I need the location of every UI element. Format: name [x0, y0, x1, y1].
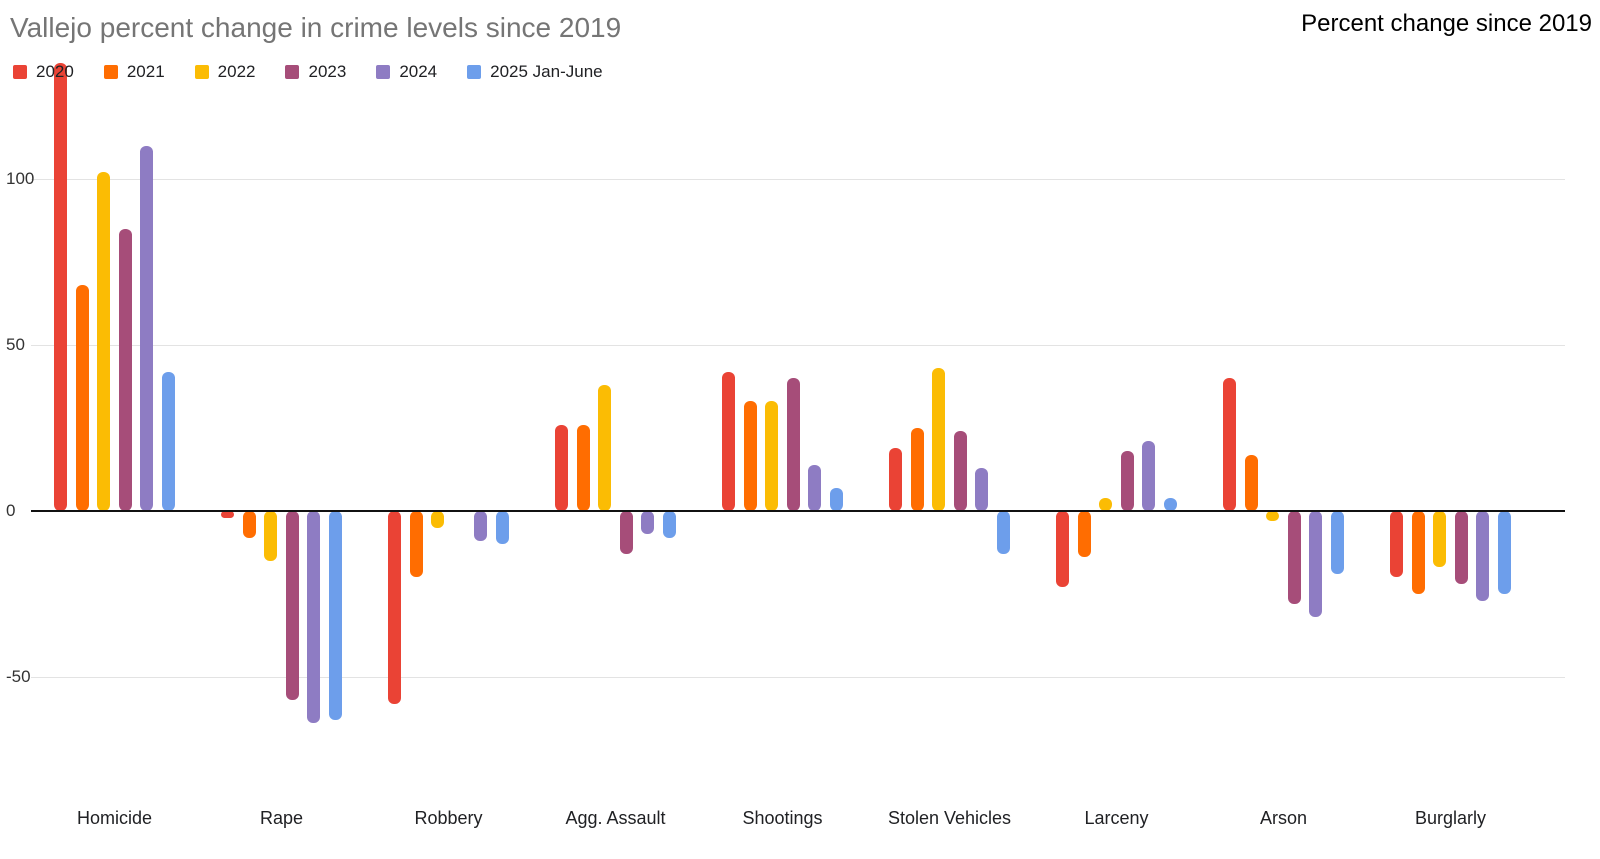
legend-label-2021: 2021 — [126, 62, 165, 81]
bar-2025-jan-june-arson — [1330, 511, 1344, 575]
x-axis-line — [31, 510, 1565, 512]
bar-2023-rape — [285, 511, 299, 701]
bar-2024-burglarly — [1476, 511, 1490, 601]
bar-2021-homicide — [75, 285, 89, 511]
legend-item-2024: 2024 — [376, 62, 437, 82]
bar-2024-rape — [307, 511, 321, 724]
legend-label-2024: 2024 — [399, 62, 438, 81]
category-label-stolen-vehicles: Stolen Vehicles — [887, 808, 1012, 828]
legend-swatch-2021 — [103, 65, 118, 79]
bar-2023-burglarly — [1454, 511, 1468, 585]
bar-2023-homicide — [118, 228, 132, 511]
legend-label-2020: 2020 — [36, 62, 74, 81]
y-axis-label-100: 100 — [6, 169, 35, 188]
legend-item-2021: 2021 — [103, 62, 165, 82]
bar-2021-shootings — [743, 401, 757, 511]
y-axis-label-0: 0 — [6, 501, 16, 520]
bar-2020-shootings — [722, 371, 736, 511]
legend-label-2025-jan-june: 2025 Jan-June — [490, 62, 603, 81]
bar-2020-arson — [1223, 378, 1237, 511]
legend-swatch-2025-jan-june — [467, 65, 482, 79]
bar-2022-rape — [264, 511, 278, 561]
bar-2022-agg-assault — [598, 384, 612, 511]
chart-title: Vallejo percent change in crime levels s… — [10, 12, 622, 43]
category-label-arson: Arson — [1259, 808, 1308, 828]
bar-2021-burglarly — [1411, 511, 1425, 594]
category-label-robbery: Robbery — [414, 808, 483, 828]
legend-item-2023: 2023 — [285, 62, 346, 82]
bar-2025-jan-june-larceny — [1163, 497, 1177, 511]
bar-2022-stolen-vehicles — [932, 368, 946, 511]
bar-2025-jan-june-agg-assault — [662, 511, 676, 538]
y-axis-label-50: -50 — [6, 667, 31, 686]
bar-2022-arson — [1266, 511, 1280, 521]
bar-2023-larceny — [1120, 451, 1134, 511]
bar-2020-rape — [221, 511, 235, 518]
legend-swatch-2020 — [13, 65, 27, 79]
legend-item-2025-jan-june: 2025 Jan-June — [467, 62, 603, 82]
bar-2024-shootings — [808, 464, 822, 511]
bar-2020-robbery — [388, 511, 402, 704]
legend-label-2023: 2023 — [308, 62, 347, 81]
bar-2021-agg-assault — [576, 424, 590, 511]
legend-item-2020: 2020 — [13, 62, 74, 82]
bar-2020-burglarly — [1390, 511, 1404, 578]
bar-2025-jan-june-stolen-vehicles — [996, 511, 1010, 555]
bar-2025-jan-june-robbery — [495, 511, 509, 545]
bar-2023-arson — [1287, 511, 1301, 604]
y-axis-label-50: 50 — [6, 335, 25, 354]
category-label-burglarly: Burglarly — [1414, 808, 1487, 828]
gridline-100 — [31, 178, 1565, 180]
bar-2021-robbery — [409, 511, 423, 578]
category-label-larceny: Larceny — [1084, 808, 1149, 828]
bar-2025-jan-june-burglarly — [1497, 511, 1511, 594]
bar-2024-arson — [1309, 511, 1323, 618]
bar-2025-jan-june-rape — [328, 511, 342, 721]
bar-2020-agg-assault — [555, 424, 569, 511]
legend-swatch-2024 — [376, 65, 391, 79]
bar-2022-larceny — [1099, 497, 1113, 511]
bar-2020-stolen-vehicles — [889, 447, 903, 511]
bar-2021-rape — [242, 511, 256, 538]
bar-2023-stolen-vehicles — [953, 431, 967, 511]
bar-2024-larceny — [1142, 441, 1156, 511]
bar-2025-jan-june-homicide — [161, 371, 175, 511]
gridline-50 — [31, 344, 1565, 346]
legend-item-2022: 2022 — [194, 62, 256, 82]
bar-2024-stolen-vehicles — [975, 467, 989, 511]
chart-right-label: Percent change since 2019 — [1301, 10, 1592, 37]
bar-2023-agg-assault — [619, 511, 633, 555]
category-label-homicide: Homicide — [76, 808, 153, 828]
bar-2021-larceny — [1077, 511, 1091, 558]
bar-2021-stolen-vehicles — [910, 428, 924, 511]
bar-2024-robbery — [474, 511, 488, 541]
category-label-agg-assault: Agg. Assault — [565, 808, 666, 828]
bar-2021-arson — [1244, 454, 1258, 511]
bar-2022-burglarly — [1433, 511, 1447, 568]
gridline-50 — [31, 676, 1565, 678]
bar-2024-homicide — [140, 145, 154, 511]
bar-2022-homicide — [97, 172, 111, 511]
chart-legend: 2020 2021 2022 2023 2024 2025 Jan-June — [13, 62, 603, 82]
bar-2020-homicide — [54, 62, 68, 511]
legend-swatch-2022 — [194, 65, 209, 79]
legend-swatch-2023 — [285, 65, 300, 79]
bar-2022-robbery — [431, 511, 445, 528]
bar-2023-shootings — [786, 378, 800, 511]
bar-2024-agg-assault — [641, 511, 655, 535]
category-label-shootings: Shootings — [742, 808, 823, 828]
legend-label-2022: 2022 — [217, 62, 256, 81]
bar-2025-jan-june-shootings — [829, 487, 843, 511]
bar-2022-shootings — [765, 401, 779, 511]
category-label-rape: Rape — [259, 808, 304, 828]
bar-2020-larceny — [1056, 511, 1070, 588]
